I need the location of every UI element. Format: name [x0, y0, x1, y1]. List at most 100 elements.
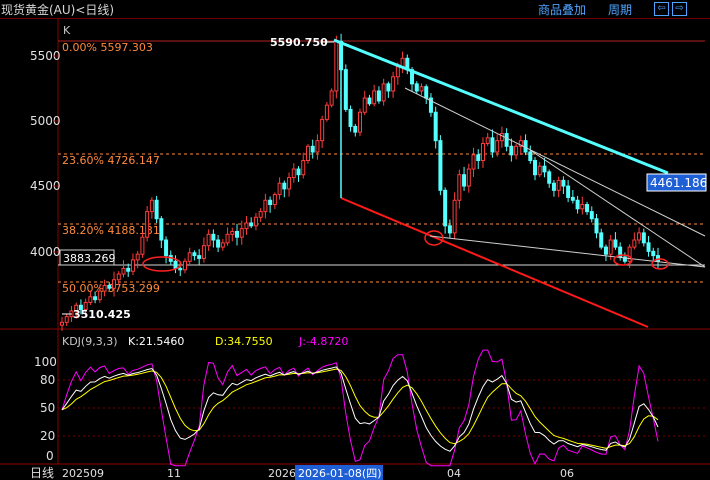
candle — [353, 123, 358, 137]
candle — [419, 83, 424, 96]
candle — [476, 149, 481, 169]
support-trendline[interactable] — [340, 197, 649, 328]
candle — [485, 132, 490, 147]
fib-label-382: 38.20% 4188.131 — [62, 224, 160, 237]
candle — [400, 51, 405, 74]
indicator-name: KDJ(9,3,3) — [62, 335, 118, 348]
candle — [239, 220, 244, 245]
candle — [381, 78, 386, 106]
candle — [159, 216, 164, 249]
candle — [126, 263, 131, 277]
x-tick-label: 202509 — [62, 467, 104, 480]
candle — [542, 157, 547, 178]
candle — [107, 282, 112, 291]
d-value: D:34.7550 — [215, 335, 273, 348]
low-marker-circle — [142, 256, 182, 272]
candle — [263, 193, 268, 219]
candle — [343, 64, 348, 112]
candle — [641, 228, 646, 247]
candle — [462, 166, 467, 191]
candle — [594, 214, 599, 239]
candle — [97, 284, 102, 303]
candle — [197, 249, 202, 265]
candle — [599, 228, 604, 250]
candle — [632, 232, 637, 250]
candle — [291, 163, 296, 183]
candle — [452, 192, 457, 240]
candle — [102, 279, 107, 297]
candle — [201, 237, 206, 263]
kdj-tick-label: 50 — [40, 401, 55, 415]
candle — [533, 157, 538, 181]
price-axis: 5500 5000 4500 4000 — [30, 49, 61, 259]
candle — [253, 213, 258, 231]
candle — [348, 105, 353, 132]
candle — [145, 205, 150, 242]
candle — [282, 180, 287, 198]
candle — [206, 229, 211, 251]
candle — [490, 129, 495, 158]
candle — [301, 152, 306, 179]
candle — [74, 302, 79, 319]
candle — [358, 108, 362, 137]
candle — [154, 195, 159, 224]
candle — [78, 299, 83, 315]
candle — [585, 201, 590, 215]
candle — [216, 234, 221, 253]
candle — [471, 147, 476, 178]
cursor-date-box — [295, 465, 383, 480]
projection-price-box — [646, 173, 707, 192]
candle — [551, 179, 556, 197]
x-tick-label: 2026 — [268, 467, 296, 480]
candle — [64, 313, 69, 327]
candle — [566, 180, 571, 203]
price-tick-label: 4500 — [30, 179, 61, 193]
candle — [121, 260, 126, 278]
candle — [480, 137, 485, 168]
candle — [651, 247, 656, 262]
candle — [613, 232, 618, 250]
candle — [135, 250, 140, 269]
projection-price-label: 4461.186 — [650, 176, 707, 190]
candle — [149, 197, 154, 219]
candle — [235, 223, 240, 246]
upper-thin-trendline[interactable] — [404, 87, 706, 237]
candle — [575, 195, 580, 214]
current-price-label: 3883.269 — [63, 252, 116, 265]
low-price-label: 3510.425 — [73, 308, 131, 321]
candle — [192, 250, 197, 261]
candle — [164, 236, 169, 264]
kdj-d-line — [61, 368, 659, 449]
candle — [296, 166, 301, 182]
candle — [509, 138, 514, 162]
price-tick-label: 5500 — [30, 49, 61, 63]
candle — [211, 229, 216, 248]
chart-frame — [0, 18, 710, 465]
candle — [116, 271, 121, 285]
x-tick-label: 06 — [560, 467, 574, 480]
x-tick-label: 04 — [447, 467, 461, 480]
middle-thin-trendline[interactable] — [529, 149, 706, 268]
candle — [386, 81, 391, 98]
current-price-box — [59, 249, 115, 266]
kdj-j-line — [61, 349, 659, 467]
candle — [504, 128, 509, 152]
candle — [362, 90, 367, 116]
next-arrow-icon[interactable]: ⇨ — [672, 2, 687, 16]
chart-header: 现货黄金(AU)<日线) 商品叠加 周期 ⇦ ⇨ — [0, 0, 710, 19]
prev-arrow-icon[interactable]: ⇦ — [654, 2, 669, 16]
candle — [310, 139, 315, 159]
period-button[interactable]: 周期 — [608, 3, 633, 17]
overlay-button[interactable]: 商品叠加 — [538, 3, 587, 17]
candle — [556, 176, 561, 198]
candle — [438, 135, 443, 196]
candle — [60, 317, 64, 331]
price-tick-label: 4000 — [30, 245, 61, 259]
lower-thin-trendline[interactable] — [429, 235, 706, 268]
candle — [130, 253, 135, 276]
candle — [182, 258, 187, 274]
candle — [83, 298, 88, 317]
resistance-trendline[interactable] — [333, 38, 669, 175]
kdj-tick-label: 80 — [40, 373, 55, 387]
